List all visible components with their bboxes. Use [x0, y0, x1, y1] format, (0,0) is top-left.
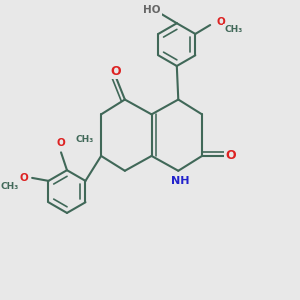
- Text: HO: HO: [143, 5, 160, 15]
- Text: O: O: [20, 173, 28, 183]
- Text: O: O: [225, 149, 236, 162]
- Text: O: O: [57, 139, 65, 148]
- Text: CH₃: CH₃: [225, 25, 243, 34]
- Text: O: O: [216, 17, 225, 27]
- Text: CH₃: CH₃: [1, 182, 19, 191]
- Text: CH₃: CH₃: [76, 134, 94, 143]
- Text: NH: NH: [170, 176, 189, 186]
- Text: O: O: [111, 65, 121, 78]
